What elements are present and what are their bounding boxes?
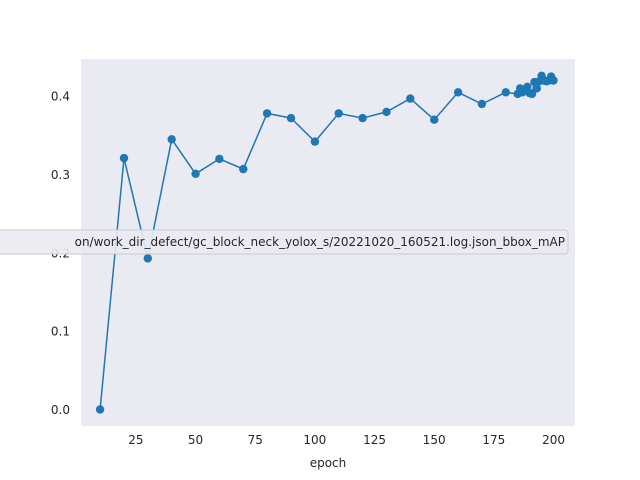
legend: on/work_dir_defect/gc_block_neck_yolox_s… xyxy=(0,229,569,255)
data-point xyxy=(501,88,510,97)
data-point xyxy=(191,169,200,178)
x-tick-label: 75 xyxy=(248,433,263,447)
x-tick-label: 50 xyxy=(188,433,203,447)
data-point xyxy=(286,113,296,123)
data-point xyxy=(358,113,367,123)
y-tick-label: 0.4 xyxy=(51,90,70,104)
x-tick-label: 200 xyxy=(542,433,565,447)
legend-label: on/work_dir_defect/gc_block_neck_yolox_s… xyxy=(75,235,565,249)
x-axis: 25 50 75 100 125 150 175 200 xyxy=(128,433,565,447)
data-point xyxy=(430,115,439,124)
data-point xyxy=(310,137,320,146)
data-point xyxy=(262,109,272,118)
x-tick-label: 125 xyxy=(363,433,386,447)
data-point xyxy=(549,76,558,85)
x-tick-label: 25 xyxy=(128,433,143,447)
x-tick-label: 150 xyxy=(423,433,446,447)
y-axis: 0.00.10.20.30.4 xyxy=(51,90,70,417)
legend-box xyxy=(0,229,569,255)
data-point xyxy=(143,254,152,263)
y-tick-label: 0.0 xyxy=(51,403,70,417)
data-point xyxy=(119,153,129,163)
data-point xyxy=(532,84,541,93)
data-point xyxy=(406,94,415,103)
data-point xyxy=(527,89,537,99)
y-tick-label: 0.3 xyxy=(51,168,70,182)
x-tick-label: 100 xyxy=(303,433,326,447)
x-axis-title: epoch xyxy=(310,456,347,470)
data-point xyxy=(95,405,105,414)
series-points xyxy=(95,71,558,414)
data-point xyxy=(382,107,391,117)
data-point xyxy=(523,82,532,92)
x-tick-label: 175 xyxy=(482,433,505,447)
data-point xyxy=(477,99,487,109)
data-point xyxy=(215,154,224,164)
data-point xyxy=(453,88,463,97)
data-point xyxy=(334,109,343,118)
data-point xyxy=(239,164,248,174)
y-tick-label: 0.1 xyxy=(51,325,70,339)
data-point xyxy=(167,135,176,144)
